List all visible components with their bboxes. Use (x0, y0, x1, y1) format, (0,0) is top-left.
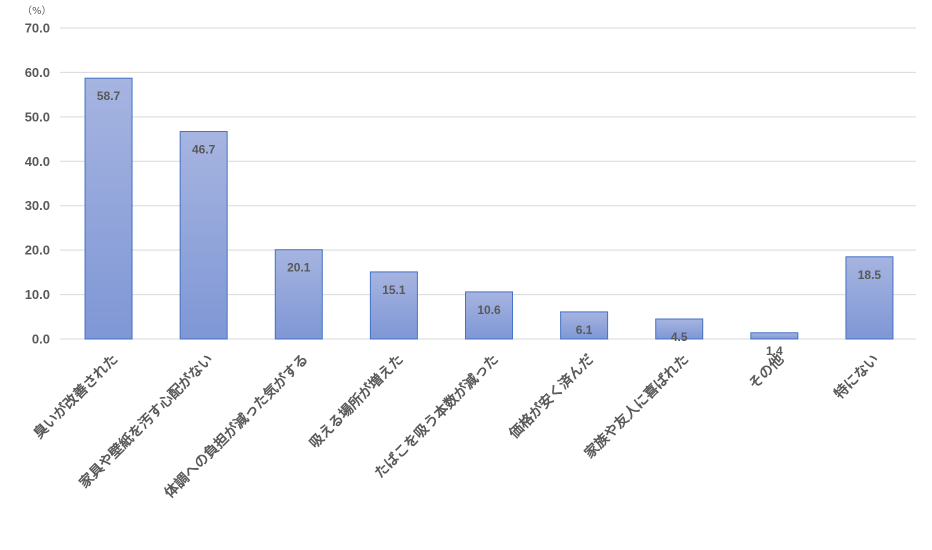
data-label: 58.7 (97, 89, 121, 103)
y-axis-tick-labels: 70.0 60.0 50.0 40.0 30.0 20.0 10.0 0.0 (25, 21, 50, 347)
bars (84, 77, 894, 340)
bar (560, 311, 609, 340)
y-axis-unit-label: （%） (22, 5, 52, 17)
data-label: 20.1 (287, 261, 311, 275)
data-label: 6.1 (576, 323, 593, 337)
data-labels: 58.7 46.7 20.1 15.1 10.6 6.1 4.5 1.4 18.5 (97, 89, 882, 358)
y-tick-label: 0.0 (32, 332, 50, 347)
category-label: 臭いが改善された (30, 351, 121, 442)
category-label: 特にない (831, 351, 883, 403)
y-tick-label: 40.0 (25, 154, 50, 169)
y-tick-label: 60.0 (25, 65, 50, 80)
bar (655, 318, 704, 340)
y-tick-label: 70.0 (25, 21, 50, 36)
category-label: 価格が安く済んだ (505, 351, 597, 443)
y-tick-label: 50.0 (25, 109, 50, 124)
category-label: 吸える場所が増えた (306, 351, 407, 452)
y-tick-label: 10.0 (25, 287, 50, 302)
category-label: 家族や友人に喜ばれた (581, 351, 692, 462)
bar (845, 256, 894, 340)
data-label: 10.6 (477, 303, 501, 317)
x-axis-category-labels: 臭いが改善された家具や壁紙を汚す心配がない体調への負担が減った気がする吸える場所… (30, 351, 882, 502)
data-label: 1.4 (766, 344, 783, 358)
data-label: 4.5 (671, 330, 688, 344)
data-label: 18.5 (858, 268, 882, 282)
data-label: 15.1 (382, 283, 406, 297)
y-tick-label: 20.0 (25, 243, 50, 258)
bar (84, 77, 133, 340)
y-tick-label: 30.0 (25, 198, 50, 213)
bar (465, 291, 513, 340)
bar (750, 332, 799, 340)
data-label: 46.7 (192, 143, 216, 157)
bar (274, 249, 323, 340)
bar (179, 131, 228, 340)
bar (369, 271, 418, 340)
